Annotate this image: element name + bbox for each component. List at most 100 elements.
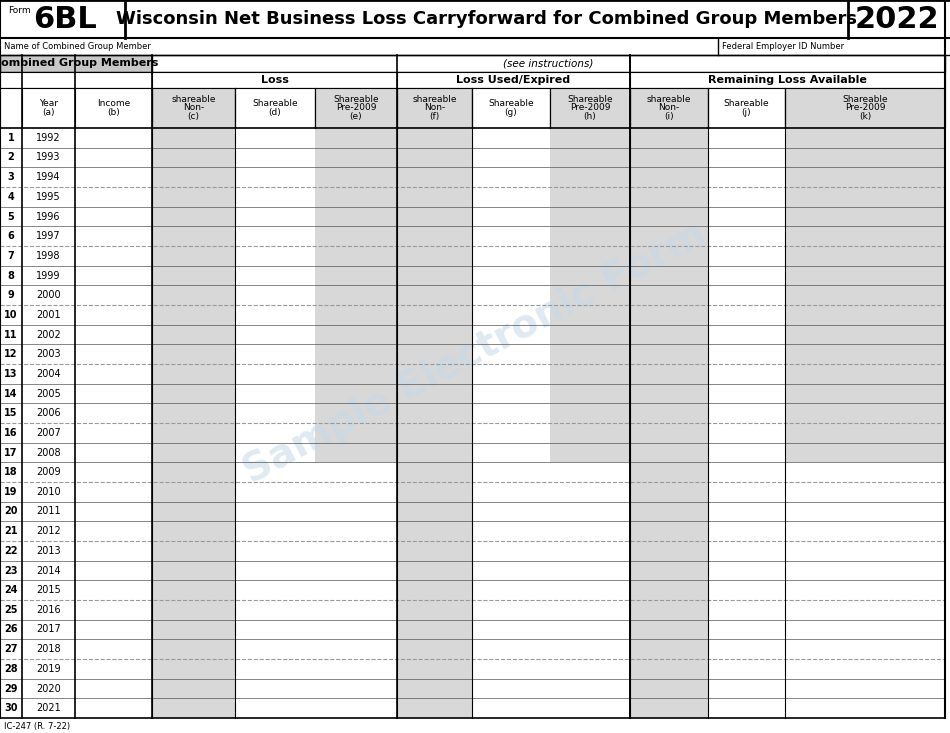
- Bar: [75, 187, 152, 207]
- Text: 2009: 2009: [36, 467, 61, 477]
- Bar: [630, 679, 708, 699]
- Text: 19: 19: [4, 487, 18, 497]
- Text: Pre-2009: Pre-2009: [335, 103, 376, 112]
- Bar: [550, 325, 630, 345]
- Bar: [472, 88, 550, 128]
- Bar: [397, 383, 472, 403]
- Bar: [550, 521, 630, 541]
- Bar: [235, 699, 315, 718]
- Bar: [75, 501, 152, 521]
- Text: 2002: 2002: [36, 330, 61, 339]
- Bar: [75, 639, 152, 659]
- Bar: [397, 128, 472, 147]
- Bar: [235, 482, 315, 501]
- Bar: [0, 246, 22, 265]
- Bar: [0, 128, 22, 147]
- Bar: [472, 561, 550, 581]
- Text: Shareable: Shareable: [567, 95, 613, 103]
- Text: 8: 8: [8, 270, 14, 281]
- Text: (j): (j): [742, 108, 751, 117]
- Bar: [22, 639, 75, 659]
- Bar: [397, 285, 472, 305]
- Bar: [152, 207, 235, 226]
- Bar: [785, 521, 945, 541]
- Bar: [397, 482, 472, 501]
- Bar: [708, 423, 785, 443]
- Bar: [152, 55, 945, 72]
- Bar: [472, 325, 550, 345]
- Text: 4: 4: [8, 192, 14, 202]
- Text: Form: Form: [8, 6, 30, 15]
- Bar: [785, 600, 945, 619]
- Text: Shareable: Shareable: [333, 95, 379, 103]
- Bar: [785, 383, 945, 403]
- Bar: [550, 541, 630, 561]
- Bar: [550, 305, 630, 325]
- Bar: [472, 581, 550, 600]
- Bar: [630, 521, 708, 541]
- Bar: [75, 364, 152, 383]
- Bar: [472, 541, 550, 561]
- Bar: [152, 72, 397, 88]
- Bar: [785, 246, 945, 265]
- Bar: [22, 423, 75, 443]
- Bar: [315, 581, 397, 600]
- Bar: [708, 305, 785, 325]
- Bar: [315, 207, 397, 226]
- Bar: [472, 619, 550, 639]
- Bar: [75, 325, 152, 345]
- Text: 3: 3: [8, 172, 14, 183]
- Bar: [22, 403, 75, 423]
- Bar: [0, 521, 22, 541]
- Text: 13: 13: [4, 369, 18, 379]
- Bar: [235, 600, 315, 619]
- Text: 1996: 1996: [36, 212, 61, 221]
- Bar: [22, 600, 75, 619]
- Text: 1995: 1995: [36, 192, 61, 202]
- Bar: [550, 265, 630, 285]
- Bar: [152, 659, 235, 679]
- Bar: [75, 600, 152, 619]
- Bar: [22, 226, 75, 246]
- Bar: [550, 423, 630, 443]
- Text: 2020: 2020: [36, 683, 61, 693]
- Bar: [472, 443, 550, 463]
- Bar: [550, 88, 630, 128]
- Bar: [708, 265, 785, 285]
- Text: 2018: 2018: [36, 644, 61, 654]
- Bar: [708, 285, 785, 305]
- Bar: [708, 581, 785, 600]
- Text: 7: 7: [8, 251, 14, 261]
- Bar: [75, 167, 152, 187]
- Bar: [152, 88, 235, 128]
- Bar: [235, 463, 315, 482]
- Bar: [75, 443, 152, 463]
- Bar: [397, 600, 472, 619]
- Bar: [75, 226, 152, 246]
- Bar: [22, 364, 75, 383]
- Bar: [785, 639, 945, 659]
- Bar: [630, 619, 708, 639]
- Text: 27: 27: [4, 644, 18, 654]
- Bar: [22, 325, 75, 345]
- Bar: [550, 501, 630, 521]
- Bar: [708, 207, 785, 226]
- Bar: [22, 167, 75, 187]
- Text: 2019: 2019: [36, 664, 61, 674]
- Bar: [472, 345, 550, 364]
- Bar: [22, 581, 75, 600]
- Text: 1: 1: [8, 133, 14, 143]
- Bar: [152, 147, 235, 167]
- Bar: [785, 285, 945, 305]
- Bar: [708, 619, 785, 639]
- Bar: [630, 561, 708, 581]
- Bar: [235, 345, 315, 364]
- Bar: [75, 699, 152, 718]
- Text: 2012: 2012: [36, 526, 61, 536]
- Text: Shareable: Shareable: [843, 95, 888, 103]
- Bar: [0, 147, 22, 167]
- Bar: [152, 403, 235, 423]
- Bar: [0, 305, 22, 325]
- Bar: [235, 147, 315, 167]
- Bar: [397, 364, 472, 383]
